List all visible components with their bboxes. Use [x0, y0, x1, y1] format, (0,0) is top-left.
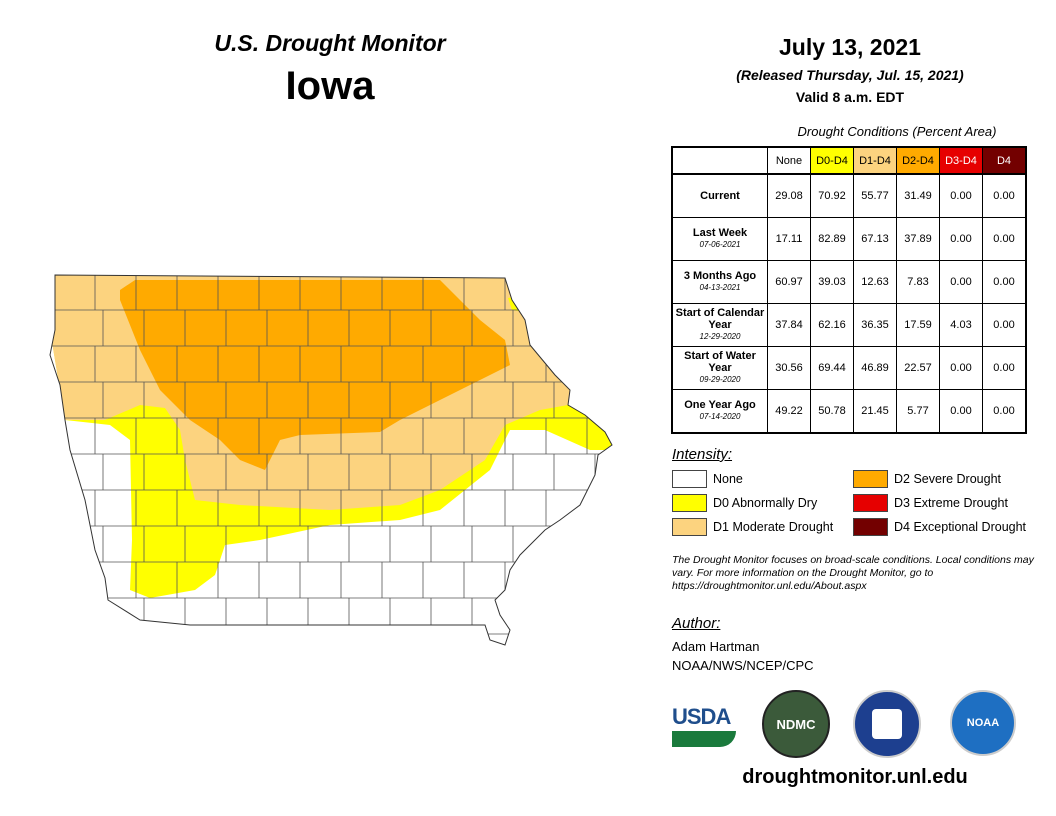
table-cell: 37.84: [767, 303, 811, 347]
table-cell: 50.78: [810, 389, 854, 434]
author-heading: Author:: [672, 615, 721, 632]
table-cell: 39.03: [810, 260, 854, 304]
table-cell: 0.00: [982, 346, 1027, 390]
table-cell: 21.45: [853, 389, 897, 434]
column-header: D3-D4: [939, 146, 983, 175]
row-date: 07-06-2021: [699, 240, 741, 249]
table-cell: 22.57: [896, 346, 940, 390]
disclaimer-note: The Drought Monitor focuses on broad-sca…: [672, 554, 1034, 592]
legend-swatch: [853, 494, 888, 512]
legend-swatch: [672, 470, 707, 488]
table-cell: 7.83: [896, 260, 940, 304]
table-cell: 0.00: [939, 260, 983, 304]
column-header: D4: [982, 146, 1027, 175]
legend-item: D3 Extreme Drought: [853, 494, 1008, 512]
legend-label: D2 Severe Drought: [894, 472, 1002, 486]
table-cell: 46.89: [853, 346, 897, 390]
table-cell: 31.49: [896, 173, 940, 218]
author-name: Adam Hartman: [672, 639, 760, 654]
legend-swatch: [853, 470, 888, 488]
table-cell: 0.00: [939, 173, 983, 218]
table-cell: 82.89: [810, 217, 854, 261]
table-row: Current 29.08 70.92 55.77 31.49 0.00 0.00: [671, 173, 1027, 218]
table-cell: 17.11: [767, 217, 811, 261]
legend-label: D0 Abnormally Dry: [713, 496, 818, 510]
state-name: Iowa: [285, 64, 375, 108]
table-cell: 70.92: [810, 173, 854, 218]
legend-item: D1 Moderate Drought: [672, 518, 833, 536]
table-cell: 49.22: [767, 389, 811, 434]
commerce-seal-logo: [853, 690, 921, 758]
table-cell: 30.56: [767, 346, 811, 390]
region-d2: [120, 280, 510, 470]
column-header: None: [767, 146, 811, 175]
footer-url[interactable]: droughtmonitor.unl.edu: [742, 766, 968, 788]
table-cell: 0.00: [982, 303, 1027, 347]
row-date: 07-14-2020: [699, 412, 741, 421]
noaa-logo: NOAA: [950, 690, 1016, 756]
table-cell: 0.00: [982, 389, 1027, 434]
row-label: Start of Water Year 09-29-2020: [671, 346, 768, 390]
legend-label: D3 Extreme Drought: [894, 496, 1008, 510]
legend-item: D2 Severe Drought: [853, 470, 1001, 488]
row-label: Last Week 07-06-2021: [671, 217, 768, 261]
table-cell: 17.59: [896, 303, 940, 347]
table-row: One Year Ago 07-14-2020 49.22 50.78 21.45 5.7…: [671, 389, 1027, 434]
legend-item: D0 Abnormally Dry: [672, 494, 817, 512]
ndmc-logo: NDMC: [762, 690, 830, 758]
table-row: Start of Calendar Year 12-29-2020 37.84 62.…: [671, 303, 1027, 347]
legend-swatch: [672, 494, 707, 512]
table-cell: 69.44: [810, 346, 854, 390]
table-cell: 4.03: [939, 303, 983, 347]
table-caption: Drought Conditions (Percent Area): [797, 124, 997, 139]
table-cell: 62.16: [810, 303, 854, 347]
table-cell: 12.63: [853, 260, 897, 304]
map-title: U.S. Drought Monitor: [214, 30, 446, 56]
table-cell: 36.35: [853, 303, 897, 347]
row-label: One Year Ago 07-14-2020: [671, 389, 768, 434]
column-header: D0-D4: [810, 146, 854, 175]
legend-swatch: [672, 518, 707, 536]
table-row: Start of Water Year 09-29-2020 30.56 69.44 4…: [671, 346, 1027, 390]
legend-swatch: [853, 518, 888, 536]
legend-title: Intensity:: [672, 446, 733, 463]
table-cell: 5.77: [896, 389, 940, 434]
table-row: Last Week 07-06-2021 17.11 82.89 67.13 37.89 0…: [671, 217, 1027, 261]
table-cell: 37.89: [896, 217, 940, 261]
table-cell: 0.00: [982, 260, 1027, 304]
release-date: (Released Thursday, Jul. 15, 2021): [736, 67, 964, 83]
usda-logo: USDA: [672, 704, 736, 748]
column-header: D2-D4: [896, 146, 940, 175]
table-cell: 29.08: [767, 173, 811, 218]
table-cell: 0.00: [939, 346, 983, 390]
legend-label: None: [713, 472, 743, 486]
column-header: D1-D4: [853, 146, 897, 175]
legend-item: D4 Exceptional Drought: [853, 518, 1026, 536]
table-cell: 67.13: [853, 217, 897, 261]
table-cell: 60.97: [767, 260, 811, 304]
table-cell: 0.00: [939, 389, 983, 434]
row-label: 3 Months Ago 04-13-2021: [671, 260, 768, 304]
table-cell: 0.00: [982, 173, 1027, 218]
table-cell: 55.77: [853, 173, 897, 218]
legend-label: D1 Moderate Drought: [713, 520, 834, 534]
row-label: Start of Calendar Year 12-29-2020: [671, 303, 768, 347]
iowa-map: [49, 274, 613, 646]
drought-conditions-table: None D0-D4 D1-D4 D2-D4 D3-D4 D4 Current 29.08 7…: [671, 146, 1027, 434]
row-date: 12-29-2020: [699, 332, 741, 341]
table-cell: 0.00: [939, 217, 983, 261]
author-org: NOAA/NWS/NCEP/CPC: [672, 658, 814, 673]
row-date: 04-13-2021: [699, 283, 741, 292]
legend-label: D4 Exceptional Drought: [894, 520, 1027, 534]
map-date: July 13, 2021: [779, 34, 921, 60]
valid-time: Valid 8 a.m. EDT: [795, 89, 905, 105]
row-label: Current: [671, 173, 768, 218]
row-date: 09-29-2020: [699, 375, 741, 384]
table-cell: 0.00: [982, 217, 1027, 261]
table-row: 3 Months Ago 04-13-2021 60.97 39.03 12.63 7.8…: [671, 260, 1027, 304]
author-info: Adam Hartman NOAA/NWS/NCEP/CPC: [672, 637, 814, 675]
legend-item: None: [672, 470, 743, 488]
